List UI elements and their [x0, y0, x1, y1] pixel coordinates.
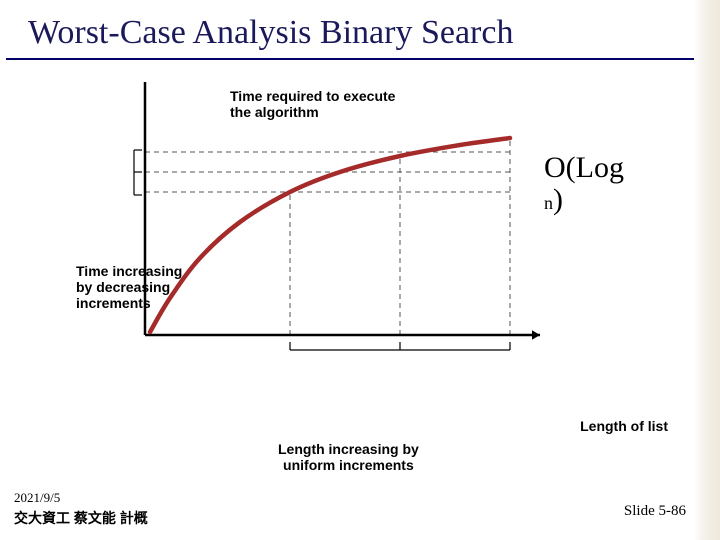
- title-underline: [6, 58, 714, 60]
- page-title: Worst-Case Analysis Binary Search: [28, 14, 513, 52]
- footer-author: 交大資工 蔡文能 計概: [14, 508, 148, 528]
- decorative-right-band: [694, 0, 720, 540]
- slide-number: Slide 5-86: [624, 503, 686, 520]
- chart: [70, 82, 630, 462]
- footer-date: 2021/9/5: [14, 490, 60, 506]
